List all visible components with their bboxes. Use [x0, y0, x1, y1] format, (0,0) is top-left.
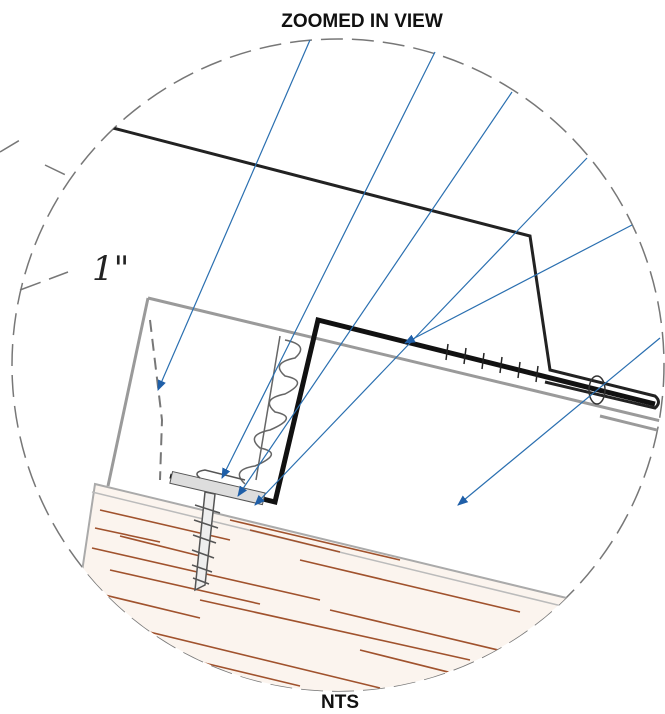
leader-arrow	[457, 337, 661, 506]
leader-arrows	[157, 39, 661, 506]
leader-arrow	[157, 39, 311, 391]
screw	[194, 491, 216, 592]
lower-flashing	[169, 316, 656, 506]
wood-board	[58, 482, 577, 691]
title: ZOOMED IN VIEW	[281, 11, 443, 32]
upper-flashing	[112, 126, 660, 410]
section	[58, 126, 664, 691]
seal-ticks	[445, 343, 539, 383]
hidden-edge	[149, 319, 164, 481]
scale-note: NTS	[321, 692, 359, 713]
screw-head	[196, 469, 246, 481]
leader-arrow	[221, 51, 436, 479]
sealant-coil	[238, 335, 302, 485]
dimension-label: 1"	[92, 249, 129, 289]
leader-arrow	[404, 224, 633, 344]
fastener	[588, 375, 606, 405]
leader-arrow	[254, 157, 588, 506]
housing	[106, 296, 664, 487]
leader-arrow	[237, 91, 513, 497]
callout-lines	[0, 139, 73, 291]
screw-thread	[191, 504, 221, 585]
